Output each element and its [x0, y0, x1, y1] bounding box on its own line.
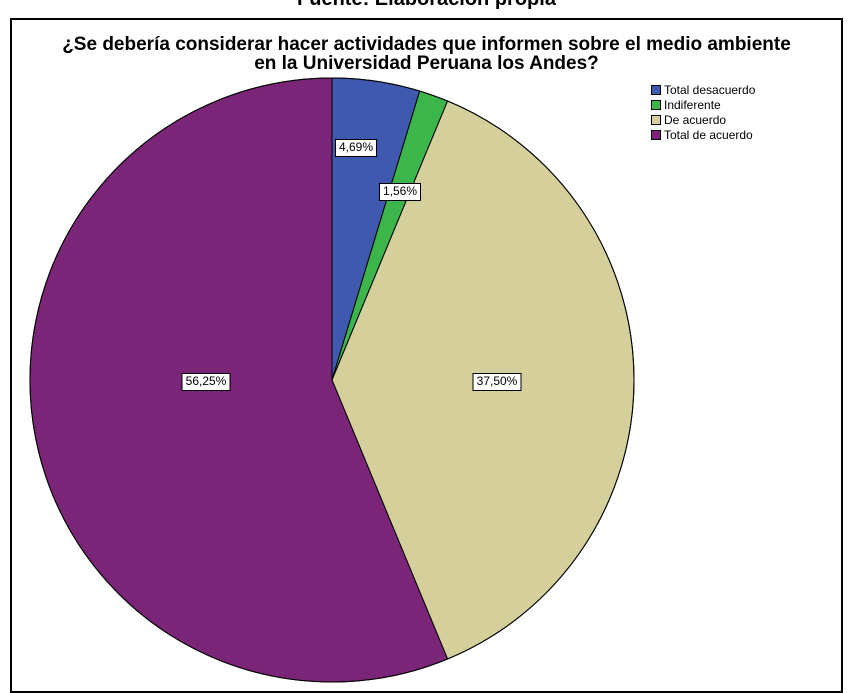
pie-outline [29, 77, 635, 683]
data-label-indiferente: 1,56% [379, 183, 421, 201]
legend-label: Total de acuerdo [664, 127, 753, 142]
legend-swatch [651, 114, 661, 125]
legend-item-total-de-acuerdo: Total de acuerdo [651, 127, 755, 142]
chart-title-line-1: ¿Se debería considerar hacer actividades… [62, 34, 791, 55]
data-label-de-acuerdo: 37,50% [472, 373, 522, 391]
legend-item-total-desacuerdo: Total desacuerdo [651, 82, 755, 97]
svg-text:1,56%: 1,56% [383, 184, 417, 198]
legend-swatch [651, 129, 661, 140]
chart-title-line-2: en la Universidad Peruana los Andes? [254, 53, 599, 74]
legend-label: Indiferente [664, 97, 721, 112]
svg-text:37,50%: 37,50% [477, 374, 518, 388]
legend-swatch [651, 99, 661, 110]
legend-item-de-acuerdo: De acuerdo [651, 112, 755, 127]
cropped-figure-caption: Fuente: Elaboración propia [0, 0, 853, 11]
legend-label: De acuerdo [664, 112, 727, 127]
data-label-total-desacuerdo: 4,69% [335, 139, 377, 157]
chart-legend: Total desacuerdo Indiferente De acuerdo … [651, 82, 755, 142]
svg-text:4,69%: 4,69% [339, 140, 373, 154]
legend-swatch [651, 84, 661, 95]
data-label-total-de-acuerdo: 56,25% [181, 373, 231, 391]
legend-item-indiferente: Indiferente [651, 97, 755, 112]
legend-label: Total desacuerdo [664, 82, 756, 97]
svg-text:56,25%: 56,25% [186, 374, 227, 388]
